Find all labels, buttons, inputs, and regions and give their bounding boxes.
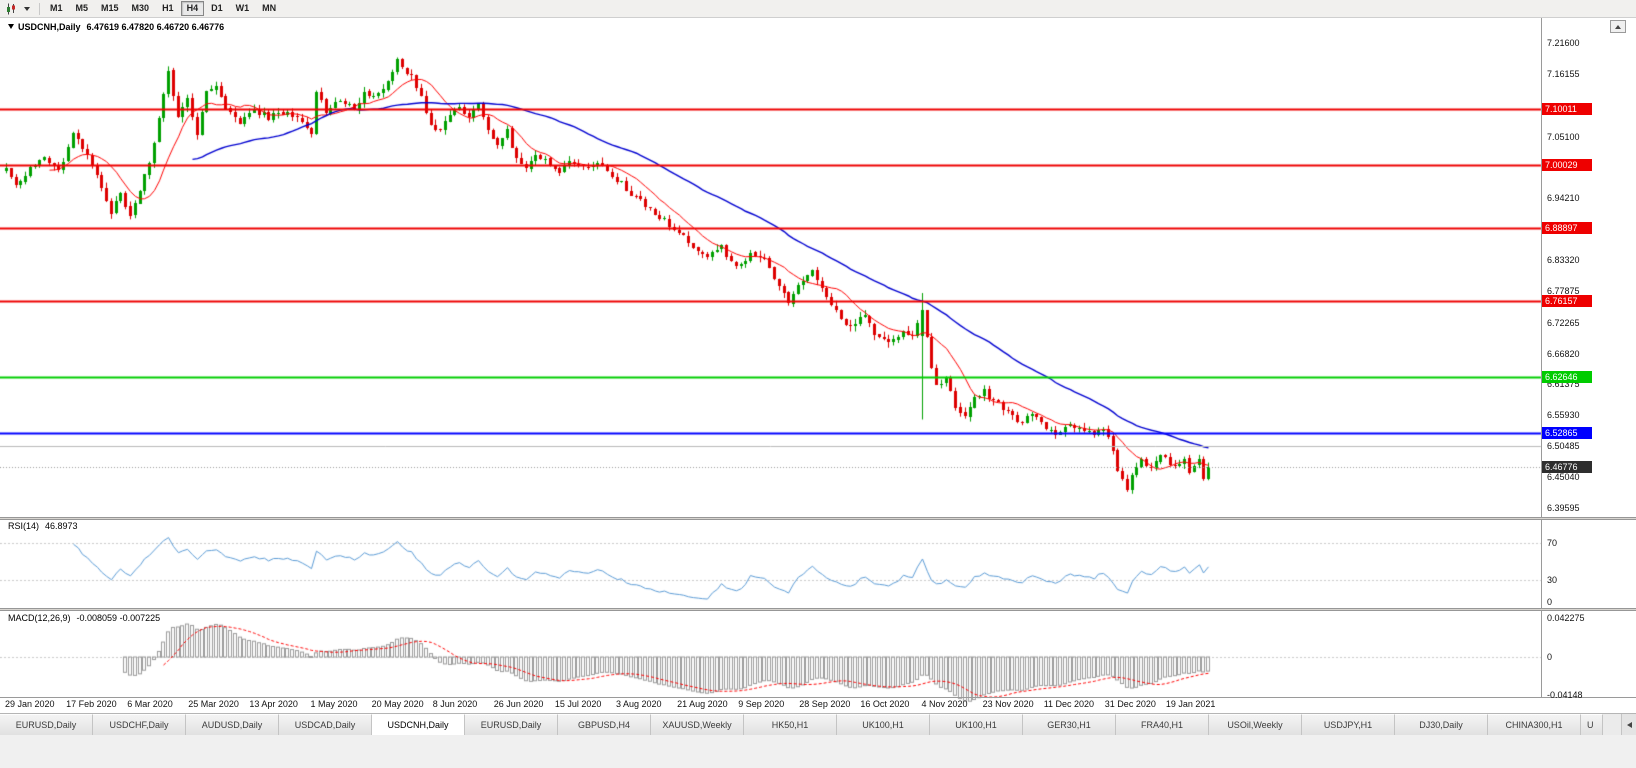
up-triangle-icon xyxy=(1615,24,1621,29)
chart-symbol-label: USDCNH,Daily xyxy=(18,22,81,32)
timeframe-m1-button[interactable]: M1 xyxy=(50,3,63,13)
symbol-tab-audusd-daily[interactable]: AUDUSD,Daily xyxy=(186,714,279,735)
symbol-tab-usdjpy-h1[interactable]: USDJPY,H1 xyxy=(1302,714,1395,735)
symbol-tab-hk50-h1[interactable]: HK50,H1 xyxy=(744,714,837,735)
symbol-tab-eurusd-daily[interactable]: EURUSD,Daily xyxy=(0,714,93,735)
status-strip xyxy=(0,735,1636,768)
macd-panel-splitter[interactable] xyxy=(0,608,1636,611)
macd-indicator-label: MACD(12,26,9) -0.008059 -0.007225 xyxy=(8,613,160,623)
symbol-tab-uk100-h1[interactable]: UK100,H1 xyxy=(837,714,930,735)
left-triangle-icon xyxy=(1626,721,1632,728)
symbol-tab-usdcnh-daily[interactable]: USDCNH,Daily xyxy=(372,714,465,735)
symbol-tab-u[interactable]: U xyxy=(1581,714,1603,735)
timeframe-h1-button[interactable]: H1 xyxy=(162,3,174,13)
symbol-tab-xauusd-weekly[interactable]: XAUUSD,Weekly xyxy=(651,714,744,735)
symbol-tab-china300-h1[interactable]: CHINA300,H1 xyxy=(1488,714,1581,735)
timeframe-mn-button[interactable]: MN xyxy=(262,3,277,13)
symbol-tab-ger30-h1[interactable]: GER30,H1 xyxy=(1023,714,1116,735)
tabbar-scroll-button[interactable] xyxy=(1621,714,1636,735)
symbol-tab-dj30-daily[interactable]: DJ30,Daily xyxy=(1395,714,1488,735)
timeframe-toolbar: M1 M5 M15 M30 H1 H4 D1 W1 MN xyxy=(0,0,1636,18)
chart-tab-bar: EURUSD,Daily USDCHF,Daily AUDUSD,Daily USDC… xyxy=(0,713,1636,735)
symbol-tab-eurusd-daily[interactable]: EURUSD,Daily xyxy=(465,714,558,735)
symbol-tab-usdchf-daily[interactable]: USDCHF,Daily xyxy=(93,714,186,735)
timeframe-m30-button[interactable]: M30 xyxy=(131,3,150,13)
chart-canvas[interactable] xyxy=(0,18,1636,712)
macd-values: -0.008059 -0.007225 xyxy=(76,613,161,623)
symbol-tab-fra40-h1[interactable]: FRA40,H1 xyxy=(1116,714,1209,735)
macd-name: MACD(12,26,9) xyxy=(8,613,71,623)
rsi-value: 46.8973 xyxy=(45,521,78,531)
chart-ohlc-values: 6.47619 6.47820 6.46720 6.46776 xyxy=(86,22,225,32)
collapse-triangle-icon[interactable] xyxy=(8,24,14,29)
chart-title: USDCNH,Daily 6.47619 6.47820 6.46720 6.46… xyxy=(8,22,224,32)
chart-scroll-button[interactable] xyxy=(1610,20,1626,33)
toolbar-separator xyxy=(39,2,40,15)
symbol-tab-uk100-h1[interactable]: UK100,H1 xyxy=(930,714,1023,735)
price-axis-border xyxy=(1541,18,1542,697)
timeframe-m5-button[interactable]: M5 xyxy=(75,3,89,13)
timeframe-d1-button[interactable]: D1 xyxy=(211,3,223,13)
symbol-tab-gbpusd-h4[interactable]: GBPUSD,H4 xyxy=(558,714,651,735)
rsi-panel-splitter[interactable] xyxy=(0,517,1636,520)
rsi-indicator-label: RSI(14) 46.8973 xyxy=(8,521,78,531)
timeframe-h4-button[interactable]: H4 xyxy=(180,1,205,16)
symbol-tab-usoil-weekly[interactable]: USOil,Weekly xyxy=(1209,714,1302,735)
timeframe-w1-button[interactable]: W1 xyxy=(235,3,250,13)
chart-type-icon[interactable] xyxy=(3,2,19,16)
symbol-tab-usdcad-daily[interactable]: USDCAD,Daily xyxy=(279,714,372,735)
chart-type-caret-icon[interactable] xyxy=(19,2,35,16)
timeframe-m15-button[interactable]: M15 xyxy=(101,3,119,13)
rsi-name: RSI(14) xyxy=(8,521,40,531)
time-axis-border xyxy=(0,697,1636,698)
timeframe-buttons: M1 M5 M15 M30 H1 H4 D1 W1 MN xyxy=(44,1,282,16)
